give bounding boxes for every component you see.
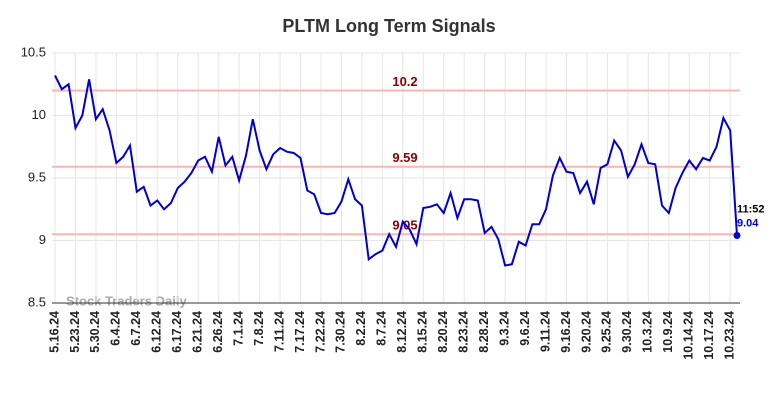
x-tick-label: 6.17.24: [170, 311, 184, 353]
x-tick-label: 5.16.24: [47, 311, 61, 353]
x-tick-label: 7.22.24: [313, 311, 327, 353]
x-tick-label: 10.14.24: [682, 311, 696, 360]
watermark: Stock Traders Daily: [66, 293, 187, 308]
x-tick-label: 6.12.24: [150, 311, 164, 353]
x-tick-label: 5.30.24: [88, 311, 102, 353]
x-tick-label: 9.3.24: [497, 311, 511, 346]
x-tick-label: 9.11.24: [538, 311, 552, 352]
x-tick-label: 8.20.24: [436, 311, 450, 353]
x-tick-label: 6.7.24: [129, 311, 143, 346]
x-tick-label: 9.30.24: [620, 311, 634, 353]
x-tick-label: 8.12.24: [395, 311, 409, 353]
x-tick-label: 10.9.24: [661, 311, 675, 353]
x-tick-label: 7.30.24: [334, 311, 348, 353]
signal-label: 10.2: [392, 74, 417, 89]
x-tick-label: 8.2.24: [354, 311, 368, 346]
y-tick-label: 9.5: [28, 169, 46, 184]
x-tick-label: 8.23.24: [456, 311, 470, 353]
x-tick-label: 9.25.24: [600, 311, 614, 353]
x-tick-label: 6.4.24: [109, 311, 123, 346]
x-tick-label: 7.1.24: [231, 311, 245, 346]
chart-title: PLTM Long Term Signals: [282, 16, 495, 36]
price-line: [54, 75, 738, 267]
x-tick-label: 7.11.24: [272, 311, 286, 352]
x-tick-label: 5.23.24: [68, 311, 82, 353]
grid: [52, 52, 740, 304]
last-time: 11:52: [737, 203, 765, 215]
y-tick-label: 10.5: [21, 44, 46, 59]
last-value: 9.04: [737, 217, 759, 229]
x-tick-label: 6.26.24: [211, 311, 225, 353]
x-tick-label: 8.28.24: [477, 311, 491, 353]
y-tick-label: 8.5: [28, 294, 46, 309]
y-tick-label: 9: [39, 232, 46, 247]
x-tick-label: 7.8.24: [252, 311, 266, 346]
x-tick-label: 9.6.24: [518, 311, 532, 346]
x-tick-label: 8.7.24: [375, 311, 389, 346]
x-tick-label: 10.3.24: [641, 311, 655, 353]
signal-label: 9.59: [392, 150, 417, 165]
x-tick-label: 10.17.24: [702, 311, 716, 360]
x-tick-label: 10.23.24: [722, 311, 736, 360]
x-tick-label: 9.20.24: [579, 311, 593, 353]
x-tick-label: 9.16.24: [559, 311, 573, 353]
y-tick-label: 10: [32, 107, 46, 122]
last-point: [733, 232, 741, 239]
x-tick-label: 7.17.24: [293, 311, 307, 353]
x-tick-label: 8.15.24: [416, 311, 430, 353]
x-tick-label: 6.21.24: [191, 311, 205, 353]
